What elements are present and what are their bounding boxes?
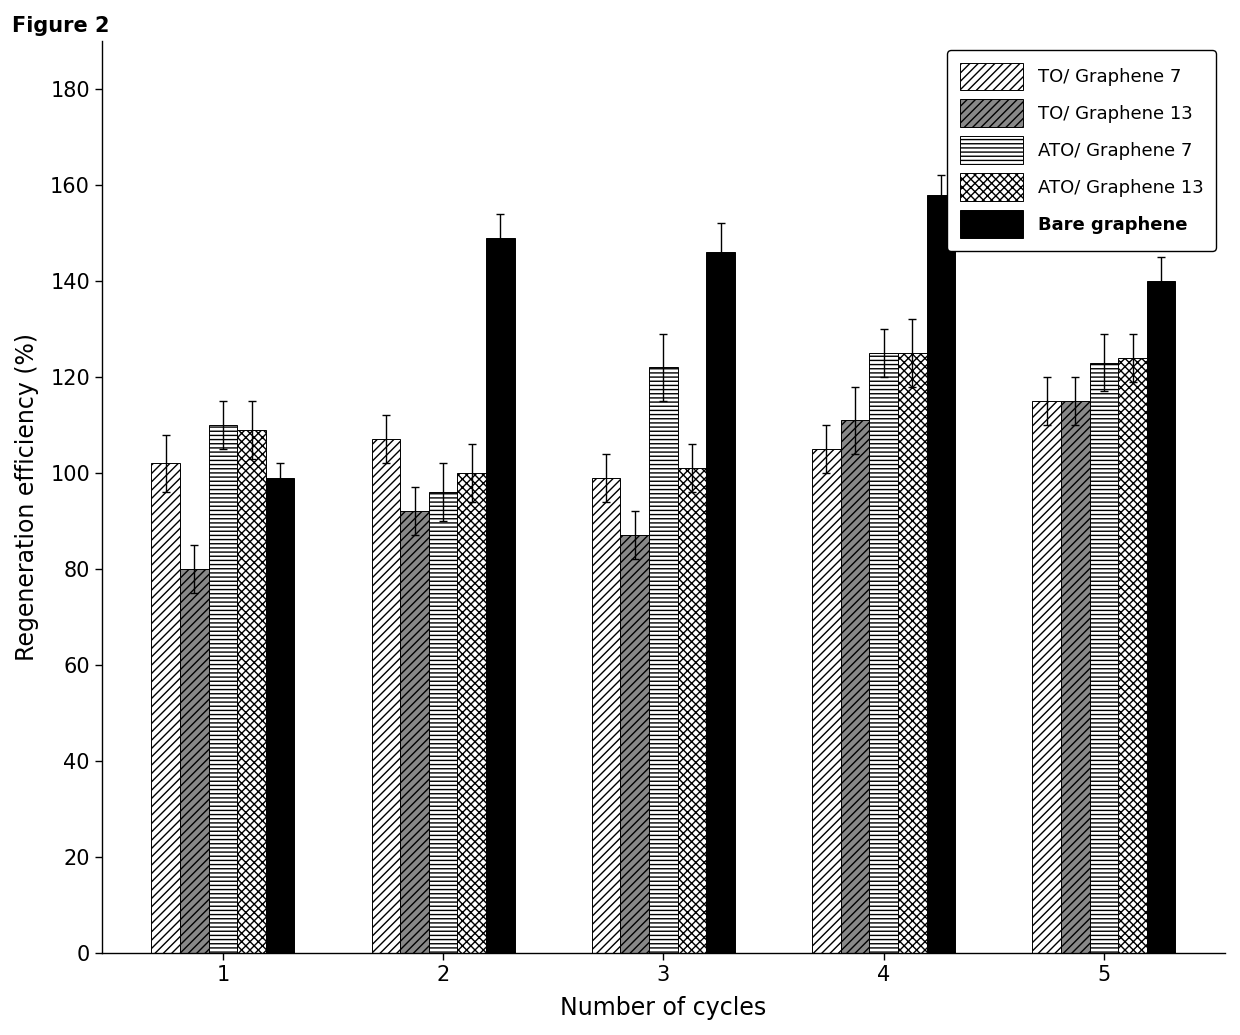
Bar (429, 493, 458, 953)
Bar (265, 478, 294, 953)
Bar (869, 353, 898, 953)
Bar (649, 367, 678, 953)
Bar (591, 478, 620, 953)
Bar (812, 449, 841, 953)
Bar (180, 569, 208, 953)
Bar (208, 425, 237, 953)
Y-axis label: Regeneration efficiency (%): Regeneration efficiency (%) (15, 333, 38, 661)
X-axis label: Number of cycles: Number of cycles (560, 996, 766, 1021)
Bar (1032, 401, 1061, 953)
Bar (486, 238, 515, 953)
Bar (841, 420, 869, 953)
Bar (620, 535, 649, 953)
Legend: TO/ Graphene 7, TO/ Graphene 13, ATO/ Graphene 7, ATO/ Graphene 13, Bare graphen: TO/ Graphene 7, TO/ Graphene 13, ATO/ Gr… (947, 50, 1216, 250)
Bar (401, 511, 429, 953)
Bar (678, 468, 707, 953)
Bar (1147, 280, 1176, 953)
Bar (151, 464, 180, 953)
Bar (1061, 401, 1090, 953)
Bar (458, 473, 486, 953)
Bar (372, 440, 401, 953)
Text: Figure 2: Figure 2 (12, 16, 110, 35)
Bar (926, 195, 955, 953)
Bar (1118, 358, 1147, 953)
Bar (1090, 362, 1118, 953)
Bar (898, 353, 926, 953)
Bar (237, 430, 265, 953)
Bar (707, 253, 735, 953)
